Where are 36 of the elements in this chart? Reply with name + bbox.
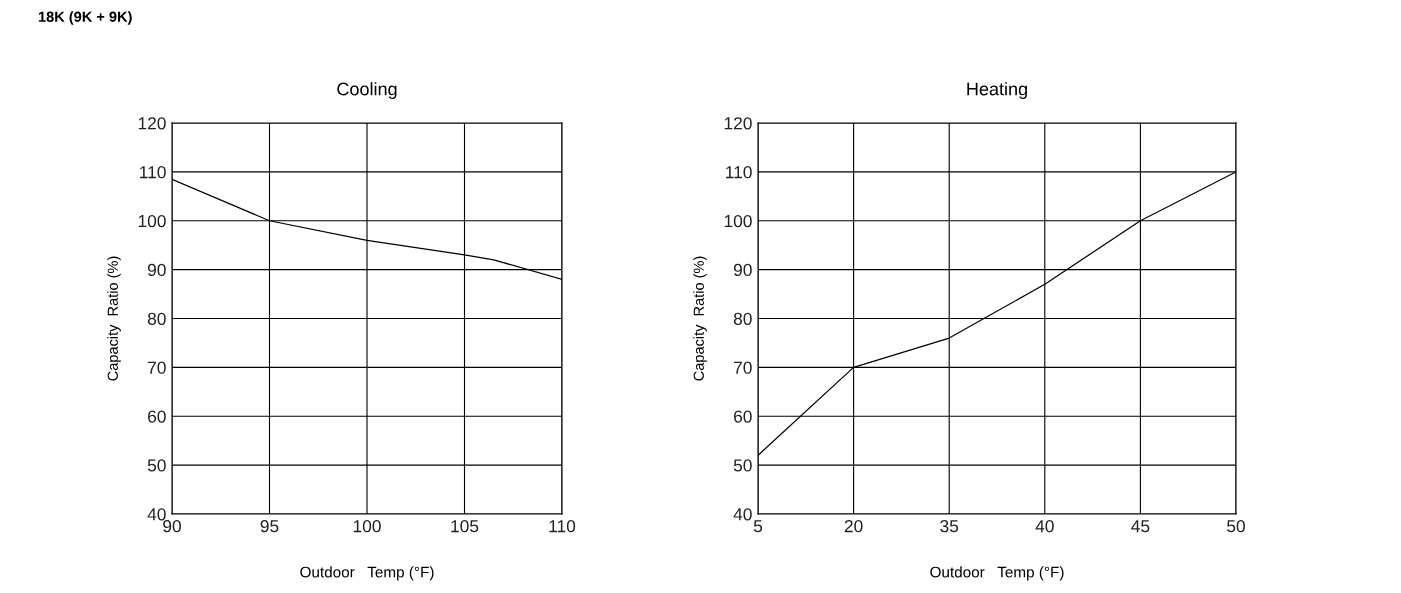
y-tick-label: 60 <box>148 410 166 423</box>
y-tick-label: 120 <box>138 117 166 130</box>
x-tick-label: 35 <box>940 520 959 533</box>
x-tick-label: 110 <box>549 520 576 533</box>
y-tick-label: 80 <box>147 312 166 325</box>
y-tick-label: 70 <box>734 361 752 374</box>
chart-title: Cooling <box>337 82 397 99</box>
x-tick-label: 50 <box>1227 520 1245 533</box>
x-tick-label: 90 <box>163 520 181 533</box>
y-tick-label: 70 <box>148 361 166 374</box>
y-tick-label: 40 <box>147 508 166 521</box>
y-tick-label: 100 <box>138 214 166 228</box>
x-tick-label: 100 <box>353 520 381 533</box>
x-axis-title: Outdoor Temp (°F) <box>300 566 434 581</box>
x-tick-label: 20 <box>844 520 863 533</box>
x-tick-label: 5 <box>753 520 763 533</box>
y-tick-label: 100 <box>724 214 752 228</box>
y-axis-title: Capacity Ratio (%) <box>107 256 121 381</box>
x-tick-label: 95 <box>260 520 279 533</box>
y-axis-title: Capacity Ratio (%) <box>693 256 707 381</box>
x-tick-label: 105 <box>451 520 479 533</box>
y-tick-label: 40 <box>733 508 752 521</box>
chart-title: Heating <box>967 82 1027 99</box>
y-tick-label: 120 <box>724 117 752 130</box>
y-tick-label: 90 <box>147 263 166 277</box>
x-axis-title: Outdoor Temp (°F) <box>930 566 1064 581</box>
text: 18K (9K + 9K) <box>38 11 132 25</box>
x-tick-label: 40 <box>1035 520 1054 533</box>
y-tick-label: 90 <box>733 263 752 277</box>
y-tick-label: 110 <box>140 166 166 179</box>
y-tick-label: 50 <box>733 459 752 472</box>
y-tick-label: 50 <box>147 459 166 472</box>
y-tick-label: 80 <box>733 312 752 325</box>
x-tick-label: 45 <box>1131 520 1150 533</box>
y-tick-label: 60 <box>734 410 752 423</box>
y-tick-label: 110 <box>726 166 752 179</box>
